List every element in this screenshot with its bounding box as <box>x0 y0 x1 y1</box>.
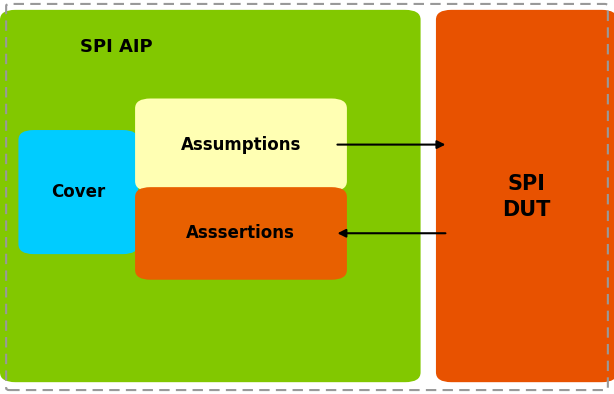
Text: Assumptions: Assumptions <box>181 136 301 154</box>
Text: Asssertions: Asssertions <box>186 224 295 242</box>
FancyBboxPatch shape <box>0 10 421 382</box>
FancyBboxPatch shape <box>18 130 138 254</box>
FancyBboxPatch shape <box>135 187 347 280</box>
FancyBboxPatch shape <box>436 10 614 382</box>
Text: SPI
DUT: SPI DUT <box>502 174 550 220</box>
Text: Cover: Cover <box>52 183 106 201</box>
Text: SPI AIP: SPI AIP <box>80 38 153 56</box>
FancyBboxPatch shape <box>135 98 347 191</box>
